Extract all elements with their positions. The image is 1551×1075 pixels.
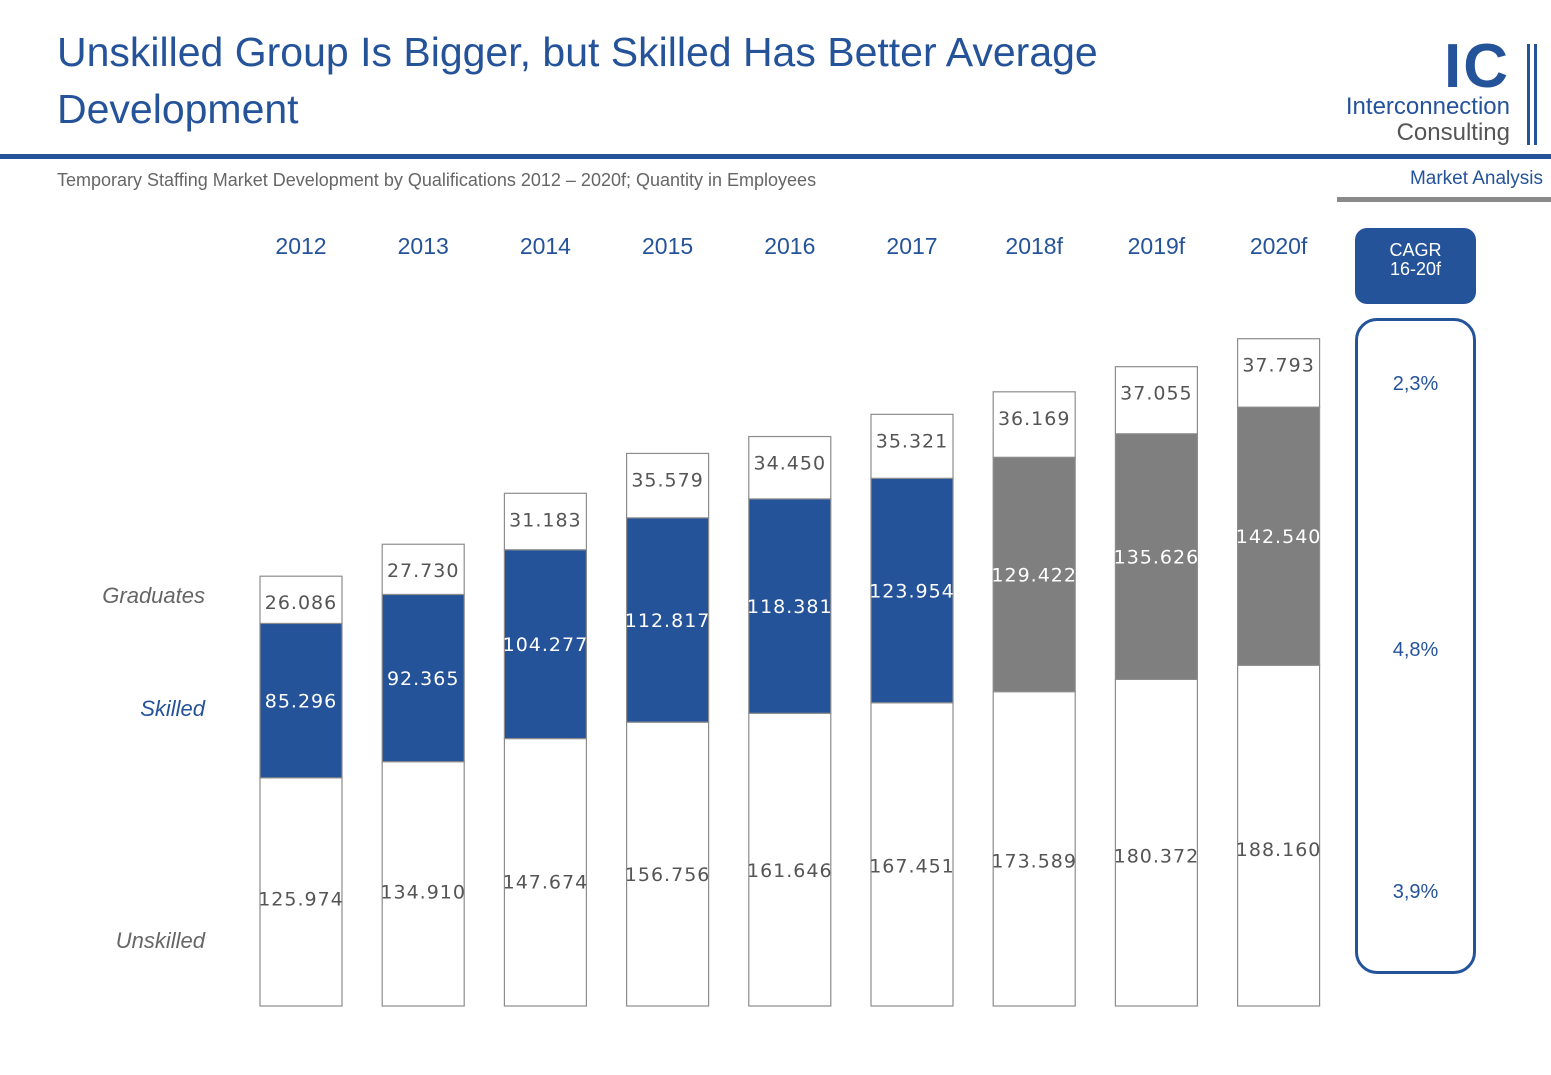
bar-graduates: [992, 391, 1076, 458]
logo-line-1: Interconnection: [1345, 93, 1510, 120]
data-label-graduates: 37.793: [1242, 355, 1314, 377]
series-label: Graduates: [102, 583, 205, 608]
data-label-unskilled: 173.589: [991, 851, 1077, 873]
bar-graduates: [1236, 338, 1321, 408]
year-tick-label: 2015: [642, 233, 693, 259]
data-label-graduates: 27.730: [387, 560, 459, 582]
bar-skilled: [503, 549, 587, 740]
year-tick-label: 2017: [886, 233, 937, 259]
company-logo: IC Interconnection Consulting: [1330, 36, 1545, 152]
year-tick-label: 2014: [520, 233, 571, 259]
data-label-graduates: 31.183: [509, 509, 581, 531]
bar-unskilled: [1236, 664, 1321, 1007]
logo-line-2: Consulting: [1396, 119, 1510, 146]
section-tag: Market Analysis: [1409, 168, 1543, 189]
bar-graduates: [625, 452, 710, 519]
data-label-unskilled: 180.372: [1114, 845, 1200, 867]
bar-skilled: [870, 477, 954, 704]
cagr-label: CAGR: [1389, 240, 1442, 260]
bar-unskilled: [870, 702, 954, 1007]
year-tick-label: 2020f: [1250, 233, 1308, 259]
data-label-graduates: 26.086: [265, 592, 337, 614]
data-label-skilled: 118.381: [747, 596, 833, 618]
bar-skilled: [1114, 433, 1199, 680]
bar-skilled: [748, 498, 832, 714]
cagr-period: 16-20f: [1389, 259, 1442, 279]
cagr-header: CAGR 16-20f: [1355, 228, 1476, 304]
bar-unskilled: [259, 777, 343, 1007]
bar-unskilled: [1114, 678, 1199, 1007]
year-tick-label: 2016: [764, 233, 815, 259]
data-label-skilled: 123.954: [869, 581, 955, 603]
data-label-skilled: 92.365: [387, 668, 459, 690]
bar-graduates: [870, 413, 954, 479]
bar-graduates: [503, 492, 587, 551]
bar-skilled: [625, 517, 710, 723]
cagr-skilled: 4,8%: [1392, 639, 1439, 661]
data-label-graduates: 35.321: [876, 430, 948, 452]
cagr-graduates: 2,3%: [1392, 373, 1439, 395]
bar-skilled: [992, 456, 1076, 693]
data-label-skilled: 85.296: [265, 691, 337, 713]
cagr-unskilled: 3,9%: [1392, 881, 1439, 903]
header-divider: [0, 154, 1551, 159]
logo-bar: [1527, 44, 1530, 145]
bar-unskilled: [992, 691, 1076, 1007]
data-label-unskilled: 167.451: [869, 856, 955, 878]
year-tick-label: 2013: [398, 233, 449, 259]
logo-letters: IC: [1444, 32, 1510, 101]
bar-skilled: [1236, 406, 1321, 666]
data-label-graduates: 37.055: [1120, 383, 1192, 405]
logo-bar: [1534, 44, 1537, 145]
data-label-skilled: 142.540: [1236, 526, 1322, 548]
page-title: Unskilled Group Is Bigger, but Skilled H…: [57, 29, 1098, 132]
bar-graduates: [259, 575, 343, 625]
data-label-skilled: 104.277: [503, 634, 589, 656]
data-label-unskilled: 156.756: [625, 864, 711, 886]
bar-graduates: [748, 435, 832, 500]
series-label: Unskilled: [116, 928, 206, 953]
data-label-graduates: 36.169: [998, 408, 1070, 430]
bar-unskilled: [625, 721, 710, 1007]
bar-skilled: [381, 593, 465, 763]
bar-graduates: [1114, 366, 1199, 435]
data-label-unskilled: 161.646: [747, 860, 833, 882]
data-label-unskilled: 125.974: [258, 889, 344, 911]
data-label-unskilled: 188.160: [1236, 839, 1322, 861]
year-tick-label: 2019f: [1128, 233, 1186, 259]
year-tick-label: 2018f: [1005, 233, 1063, 259]
bar-graduates: [381, 543, 465, 596]
data-label-graduates: 35.579: [631, 469, 703, 491]
data-label-unskilled: 147.674: [503, 871, 589, 893]
data-label-skilled: 135.626: [1114, 547, 1200, 569]
data-label-skilled: 112.817: [625, 610, 711, 632]
data-label-graduates: 34.450: [754, 453, 826, 475]
data-label-skilled: 129.422: [991, 564, 1077, 586]
section-tag-divider: [1337, 197, 1551, 202]
bar-skilled: [259, 622, 343, 779]
bar-unskilled: [503, 737, 587, 1007]
series-label: Skilled: [140, 696, 206, 721]
bar-unskilled: [748, 712, 832, 1007]
chart-subtitle: Temporary Staffing Market Development by…: [57, 170, 817, 190]
cagr-panel: [1355, 318, 1476, 974]
year-tick-label: 2012: [275, 233, 326, 259]
data-label-unskilled: 134.910: [380, 882, 466, 904]
